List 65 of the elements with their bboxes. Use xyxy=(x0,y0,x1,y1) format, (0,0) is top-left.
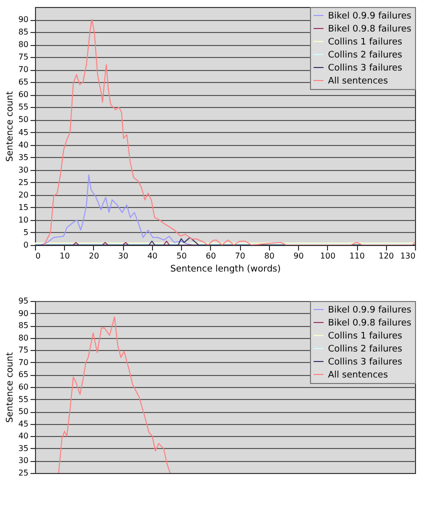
legend-label: Collins 2 failures xyxy=(328,50,403,60)
y-tick-label: 90 xyxy=(18,15,28,24)
y-tick-label: 10 xyxy=(18,215,28,224)
y-tick-label: 35 xyxy=(18,152,28,162)
x-tick-label: 130 xyxy=(400,252,416,260)
x-tick-label: 0 xyxy=(36,252,41,260)
y-tick-label: 60 xyxy=(18,90,28,100)
x-tick-label: 110 xyxy=(349,252,365,260)
y-tick-label: 75 xyxy=(18,346,28,355)
line-series xyxy=(44,19,415,245)
y-tick-label: 15 xyxy=(18,202,28,212)
y-tick-label: 25 xyxy=(18,178,28,187)
y-tick-label: 65 xyxy=(18,78,28,87)
y-tick-label: 45 xyxy=(18,419,28,428)
y-tick-label: 55 xyxy=(18,394,28,404)
x-axis-title: Sentence length (words) xyxy=(170,264,281,274)
y-tick-label: 85 xyxy=(18,28,28,37)
legend-label: Collins 3 failures xyxy=(328,358,403,368)
y-tick-label: 25 xyxy=(18,468,28,478)
x-tick-label: 50 xyxy=(176,252,187,260)
x-tick-label: 60 xyxy=(206,252,216,260)
legend-label: Bikel 0.9.8 failures xyxy=(328,318,412,328)
legend-label: Bikel 0.9.8 failures xyxy=(328,24,412,34)
y-tick-label: 20 xyxy=(18,190,28,200)
y-tick-label: 30 xyxy=(18,165,28,174)
legend-label: Collins 1 failures xyxy=(328,38,403,48)
legend-label: Collins 3 failures xyxy=(328,64,403,74)
y-axis-title: Sentence count xyxy=(5,352,16,423)
y-tick-label: 30 xyxy=(18,456,28,466)
y-tick-label: 50 xyxy=(18,407,28,416)
legend-label: All sentences xyxy=(328,370,388,380)
x-tick-label: 10 xyxy=(60,252,70,260)
legend-label: Bikel 0.9.9 failures xyxy=(328,12,412,22)
y-tick-label: 75 xyxy=(18,52,28,62)
legend-label: Collins 1 failures xyxy=(328,332,403,342)
y-tick-label: 70 xyxy=(18,65,28,74)
y-tick-label: 80 xyxy=(18,40,28,50)
line-series xyxy=(58,316,171,473)
y-tick-label: 40 xyxy=(18,140,28,150)
x-tick-label: 70 xyxy=(235,252,246,260)
y-tick-label: 95 xyxy=(18,296,28,306)
y-tick-label: 0 xyxy=(23,240,28,250)
x-tick-label: 80 xyxy=(264,252,274,260)
y-tick-label: 35 xyxy=(18,444,28,453)
x-tick-label: 90 xyxy=(293,252,304,260)
y-tick-label: 65 xyxy=(18,370,28,380)
y-tick-label: 55 xyxy=(18,102,28,112)
y-tick-label: 85 xyxy=(18,321,28,330)
y-tick-label: 70 xyxy=(18,358,28,367)
y-tick-label: 60 xyxy=(18,382,28,392)
legend-label: Collins 2 failures xyxy=(328,344,403,354)
y-tick-label: 90 xyxy=(18,308,28,318)
legend-label: Bikel 0.9.9 failures xyxy=(328,306,412,316)
x-tick-label: 30 xyxy=(118,252,128,260)
x-tick-label: 20 xyxy=(88,252,100,260)
y-tick-label: 45 xyxy=(18,128,28,137)
legend-label: All sentences xyxy=(328,76,388,86)
y-tick-label: 40 xyxy=(18,432,28,441)
x-tick-label: 100 xyxy=(320,252,336,260)
x-tick-label: 40 xyxy=(147,252,158,260)
y-tick-label: 80 xyxy=(18,333,28,342)
x-tick-label: 120 xyxy=(378,252,394,260)
y-axis-title: Sentence count xyxy=(5,90,16,162)
y-tick-label: 50 xyxy=(18,115,28,124)
y-tick-label: 5 xyxy=(23,228,28,237)
